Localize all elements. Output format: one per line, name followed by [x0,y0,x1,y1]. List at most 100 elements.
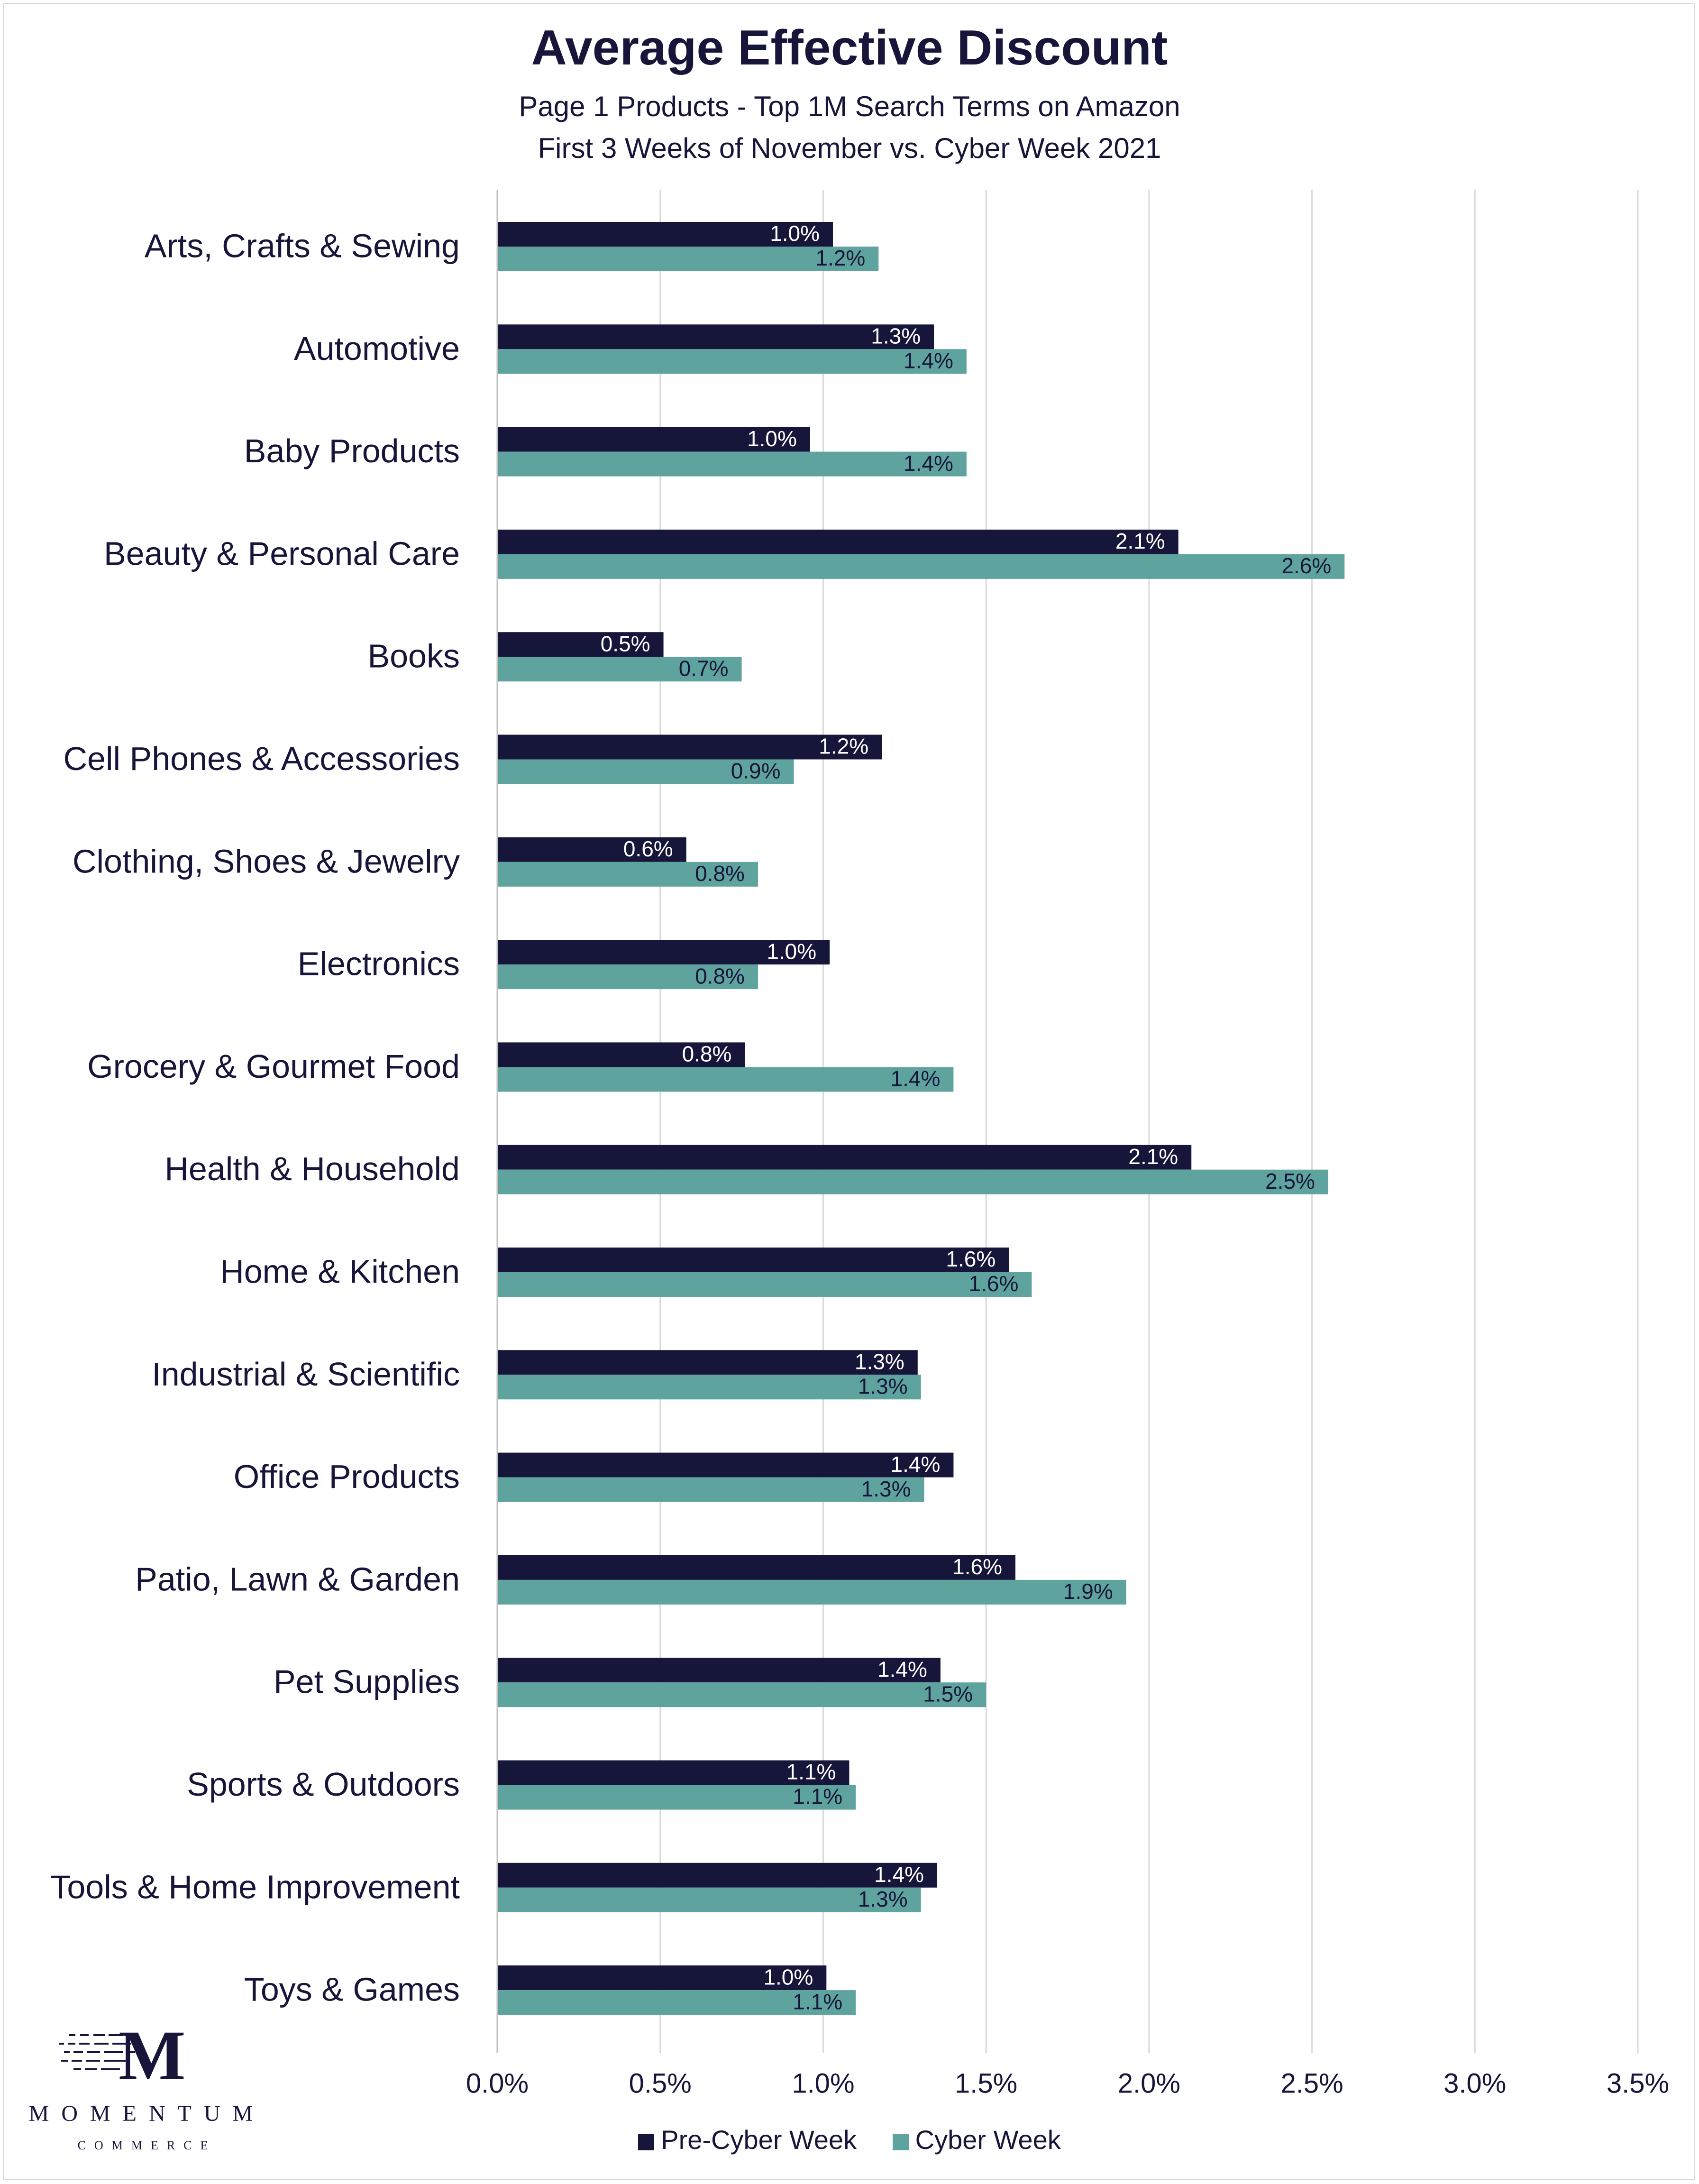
category-label-industrial-scientific: Industrial & Scientific [152,1356,460,1393]
bar-pre-cyber-week-beauty-personal-care [497,529,1178,554]
category-label-home-kitchen: Home & Kitchen [220,1253,460,1290]
category-label-electronics: Electronics [298,945,460,982]
bar-cyber-week-toys-games [497,1990,856,2015]
data-label-pre-cyber-week-books: 0.5% [601,631,650,656]
bar-pre-cyber-week-office-products [497,1452,954,1477]
bar-cyber-week-office-products [497,1477,924,1502]
momentum-commerce-logo: M MOMENTUM COMMERCE [14,2020,280,2162]
data-label-cyber-week-automotive: 1.4% [904,348,953,373]
legend-item-pre-cyber-week: Pre-Cyber Week [638,2124,857,2155]
data-label-cyber-week-toys-games: 1.1% [793,1989,842,2014]
data-label-pre-cyber-week-arts-crafts-sewing: 1.0% [770,221,820,246]
logo-speed-dots-icon [59,2034,135,2070]
legend-item-cyber-week: Cyber Week [892,2124,1061,2155]
data-label-cyber-week-electronics: 0.8% [695,964,745,988]
category-label-clothing-shoes-jewelry: Clothing, Shoes & Jewelry [73,843,460,880]
bar-pre-cyber-week-health-household [497,1145,1192,1170]
legend-swatch-pre-cyber-week [638,2134,655,2150]
bar-cyber-week-clothing-shoes-jewelry [497,862,758,887]
bar-pre-cyber-week-patio-lawn-garden [497,1555,1016,1580]
x-tick-label-6: 3.0% [1443,2068,1506,2099]
bar-pre-cyber-week-cell-phones-accessories [497,734,882,760]
data-label-pre-cyber-week-office-products: 1.4% [891,1452,941,1477]
data-label-pre-cyber-week-industrial-scientific: 1.3% [855,1349,904,1374]
chart-frame [3,3,1695,2180]
logo-wordmark: MOMENTUM [28,2101,265,2126]
category-label-automotive: Automotive [294,330,460,367]
category-label-toys-games: Toys & Games [244,1971,460,2008]
bar-cyber-week-baby-products [497,451,967,477]
data-label-pre-cyber-week-automotive: 1.3% [871,323,921,348]
category-label-arts-crafts-sewing: Arts, Crafts & Sewing [145,227,460,264]
bar-pre-cyber-week-sports-outdoors [497,1760,850,1785]
data-label-cyber-week-health-household: 2.5% [1265,1169,1315,1193]
data-label-pre-cyber-week-cell-phones-accessories: 1.2% [819,734,868,759]
data-label-cyber-week-office-products: 1.3% [861,1477,911,1501]
data-label-cyber-week-beauty-personal-care: 2.6% [1281,553,1331,578]
data-label-pre-cyber-week-pet-supplies: 1.4% [877,1657,927,1681]
category-label-office-products: Office Products [234,1458,460,1495]
bar-cyber-week-electronics [497,964,758,990]
bar-pre-cyber-week-grocery-gourmet-food [497,1042,745,1067]
data-label-pre-cyber-week-beauty-personal-care: 2.1% [1115,529,1165,553]
data-label-pre-cyber-week-tools-home-improvement: 1.4% [874,1862,924,1887]
data-label-pre-cyber-week-toys-games: 1.0% [763,1964,813,1989]
data-label-cyber-week-cell-phones-accessories: 0.9% [731,759,781,783]
chart-title: Average Effective Discount [531,20,1168,75]
category-label-sports-outdoors: Sports & Outdoors [187,1766,460,1803]
bar-cyber-week-grocery-gourmet-food [497,1067,954,1092]
bar-pre-cyber-week-pet-supplies [497,1658,941,1683]
bar-pre-cyber-week-electronics [497,940,830,965]
x-tick-label-0: 0.0% [466,2068,529,2099]
category-label-health-household: Health & Household [164,1150,460,1187]
x-tick-label-7: 3.5% [1607,2068,1669,2099]
x-tick-label-4: 2.0% [1118,2068,1180,2099]
category-label-tools-home-improvement: Tools & Home Improvement [50,1868,460,1905]
category-label-patio-lawn-garden: Patio, Lawn & Garden [135,1560,460,1597]
bar-cyber-week-books [497,657,742,682]
data-label-cyber-week-industrial-scientific: 1.3% [858,1374,908,1398]
logo-tagline: COMMERCE [77,2138,217,2152]
legend-label-cyber-week: Cyber Week [915,2125,1061,2155]
data-label-cyber-week-arts-crafts-sewing: 1.2% [815,246,865,270]
bar-pre-cyber-week-toys-games [497,1965,827,1991]
bar-cyber-week-automotive [497,349,967,374]
category-label-pet-supplies: Pet Supplies [274,1663,460,1700]
bar-cyber-week-pet-supplies [497,1682,987,1707]
bar-pre-cyber-week-home-kitchen [497,1248,1009,1272]
data-label-pre-cyber-week-sports-outdoors: 1.1% [786,1760,836,1784]
bar-pre-cyber-week-books [497,632,664,657]
bar-cyber-week-patio-lawn-garden [497,1579,1126,1605]
chart-subtitle-line-2: First 3 Weeks of November vs. Cyber Week… [538,132,1161,164]
data-label-pre-cyber-week-baby-products: 1.0% [747,426,797,451]
bar-cyber-week-home-kitchen [497,1272,1032,1297]
bar-pre-cyber-week-arts-crafts-sewing [497,222,833,247]
data-label-pre-cyber-week-clothing-shoes-jewelry: 0.6% [623,836,673,861]
logo-m-mark: M [119,2016,186,2095]
legend-label-pre-cyber-week: Pre-Cyber Week [661,2125,857,2155]
data-label-cyber-week-pet-supplies: 1.5% [923,1681,973,1706]
legend-swatch-cyber-week [892,2134,909,2150]
category-label-beauty-personal-care: Beauty & Personal Care [104,535,460,572]
x-tick-label-3: 1.5% [955,2068,1017,2099]
data-label-cyber-week-grocery-gourmet-food: 1.4% [891,1066,941,1091]
data-label-cyber-week-tools-home-improvement: 1.3% [858,1887,908,1911]
data-label-cyber-week-books: 0.7% [679,656,729,680]
bar-cyber-week-industrial-scientific [497,1375,921,1400]
data-label-cyber-week-baby-products: 1.4% [904,451,953,476]
category-label-baby-products: Baby Products [244,432,460,469]
x-tick-label-5: 2.5% [1280,2068,1343,2099]
bar-pre-cyber-week-baby-products [497,427,810,452]
bar-cyber-week-arts-crafts-sewing [497,247,879,271]
bar-cyber-week-cell-phones-accessories [497,759,794,784]
data-label-cyber-week-sports-outdoors: 1.1% [793,1784,842,1809]
category-label-books: Books [367,638,460,675]
bar-pre-cyber-week-tools-home-improvement [497,1863,938,1888]
data-label-cyber-week-patio-lawn-garden: 1.9% [1063,1579,1113,1604]
legend: Pre-Cyber Week Cyber Week [0,2124,1699,2155]
bar-cyber-week-sports-outdoors [497,1785,856,1810]
bar-pre-cyber-week-clothing-shoes-jewelry [497,837,686,862]
data-label-pre-cyber-week-patio-lawn-garden: 1.6% [952,1554,1002,1579]
data-label-pre-cyber-week-electronics: 1.0% [767,939,816,964]
